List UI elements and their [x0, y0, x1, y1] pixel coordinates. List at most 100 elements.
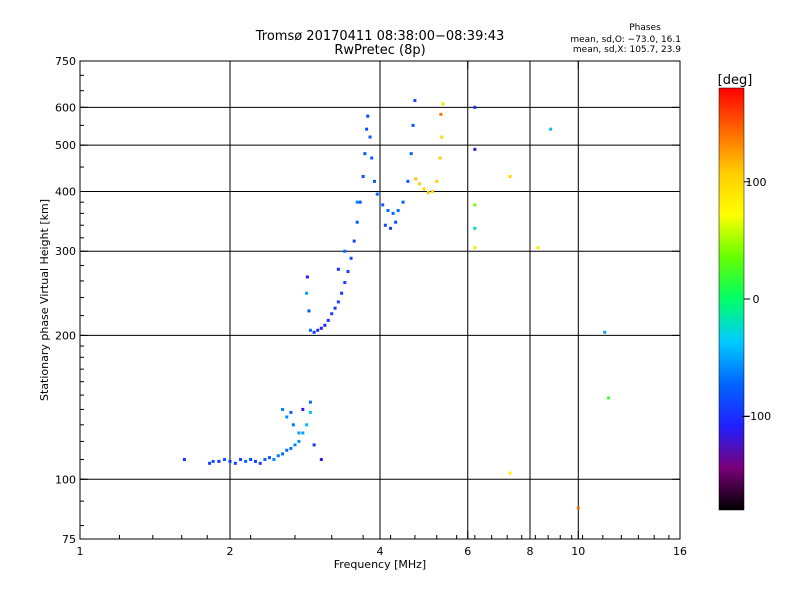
data-point — [508, 471, 512, 475]
data-point — [217, 459, 221, 463]
chart-title-line2: RwPretec (8p) — [334, 43, 425, 58]
data-points — [182, 99, 611, 510]
grid-lines — [80, 61, 680, 539]
colorbar-label: [deg] — [718, 73, 753, 88]
data-point — [375, 192, 379, 196]
data-point — [343, 281, 347, 285]
data-point — [323, 323, 327, 327]
data-point — [253, 459, 257, 463]
data-point — [340, 291, 344, 295]
colorbar-ticks: 100 0 −100 — [741, 176, 771, 423]
x-axis-label: Frequency [MHz] — [334, 558, 426, 571]
chart-title-line1: Tromsø 20170411 08:38:00−08:39:43 — [255, 29, 505, 44]
data-point — [258, 461, 262, 465]
data-point — [291, 423, 295, 427]
data-point — [473, 147, 477, 151]
x-tick-label: 4 — [377, 545, 384, 558]
data-point — [297, 431, 301, 435]
data-point — [440, 135, 444, 139]
data-point — [355, 220, 359, 224]
data-point — [396, 209, 400, 213]
data-point — [473, 226, 477, 230]
data-point — [301, 407, 305, 411]
data-point — [244, 459, 248, 463]
data-point — [346, 270, 350, 274]
data-point — [308, 400, 312, 404]
data-point — [438, 156, 442, 160]
data-point — [312, 443, 316, 447]
data-point — [263, 457, 267, 461]
data-point — [336, 300, 340, 304]
x-tick-label: 2 — [227, 545, 234, 558]
x-tick-label: 1 — [77, 545, 84, 558]
data-point — [305, 423, 309, 427]
data-point — [426, 191, 430, 195]
data-point — [355, 200, 359, 204]
data-point — [285, 415, 289, 419]
data-point — [370, 156, 374, 160]
y-axis-label: Stationary phase Virtual Height [km] — [38, 199, 51, 401]
y-tick-label: 300 — [55, 245, 76, 258]
data-point — [381, 203, 385, 207]
data-point — [326, 318, 330, 322]
data-point — [316, 328, 320, 332]
data-point — [401, 200, 405, 204]
y-tick-label: 400 — [55, 185, 76, 198]
data-point — [603, 330, 607, 334]
data-point — [267, 456, 271, 460]
data-point — [281, 407, 285, 411]
data-point — [549, 127, 553, 131]
data-point — [391, 211, 395, 215]
data-point — [366, 114, 370, 118]
data-point — [211, 459, 215, 463]
y-tick-label: 75 — [62, 533, 76, 546]
data-point — [386, 209, 390, 213]
data-point — [336, 267, 340, 271]
data-point — [312, 330, 316, 334]
x-tick-label: 8 — [527, 545, 534, 558]
phases-line-o: mean, sd,O: −73.0, 16.1 — [570, 35, 681, 45]
data-point — [363, 152, 367, 156]
x-tick-label: 16 — [673, 545, 687, 558]
colorbar-tick-label: 100 — [746, 176, 767, 189]
y-tick-label: 750 — [55, 55, 76, 68]
colorbar-tick-label: 0 — [753, 293, 760, 306]
data-point — [414, 177, 418, 181]
data-point — [333, 306, 337, 310]
y-tick-label: 100 — [55, 473, 76, 486]
data-point — [435, 179, 439, 183]
data-point — [406, 179, 410, 183]
data-point — [289, 410, 293, 414]
data-point — [409, 152, 413, 156]
y-tick-label: 500 — [55, 139, 76, 152]
data-point — [319, 326, 323, 330]
data-point — [394, 220, 398, 224]
data-point — [422, 187, 426, 191]
data-point — [297, 439, 301, 443]
data-point — [293, 443, 297, 447]
data-point — [365, 127, 369, 131]
data-point — [373, 179, 377, 183]
data-point — [228, 459, 232, 463]
data-point — [383, 223, 387, 227]
data-point — [352, 239, 356, 243]
data-point — [343, 249, 347, 253]
data-point — [439, 112, 443, 116]
data-point — [276, 454, 280, 458]
x-tick-label: 6 — [464, 545, 471, 558]
data-point — [301, 431, 305, 435]
x-tick-label: 10 — [571, 545, 585, 558]
phases-header: Phases — [629, 23, 661, 33]
data-point — [473, 246, 477, 250]
data-point — [389, 226, 393, 230]
colorbar — [718, 87, 745, 511]
data-point — [307, 309, 311, 313]
data-point — [182, 457, 186, 461]
data-point — [281, 452, 285, 456]
data-point — [249, 457, 253, 461]
data-point — [308, 410, 312, 414]
x-axis-ticks: 1 2 4 6 8 10 16 — [77, 61, 687, 558]
phases-line-x: mean, sd,X: 105.7, 23.9 — [573, 45, 681, 55]
data-point — [508, 174, 512, 178]
data-point — [330, 312, 334, 316]
